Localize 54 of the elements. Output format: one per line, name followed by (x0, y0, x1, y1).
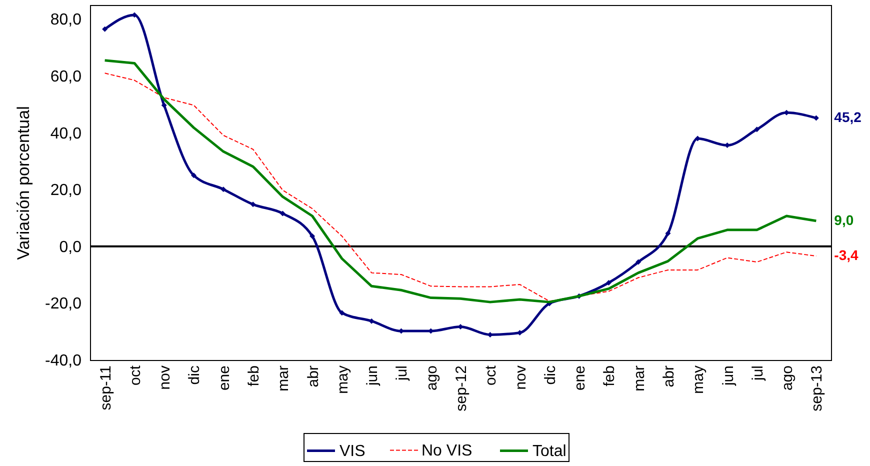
point (280, 210, 286, 216)
x-tick-label: jul (394, 366, 411, 382)
x-tick-label: oct (126, 364, 144, 386)
x-tick-label: dic (186, 365, 204, 385)
x-tick-label: oct (482, 364, 500, 386)
x-tick-label: ene (216, 366, 233, 391)
point (606, 280, 612, 286)
point (665, 230, 671, 236)
y-tick-label: -40,0 (45, 352, 82, 370)
x-tick-label: abr (660, 366, 678, 388)
y-tick-label: 0,0 (59, 238, 82, 256)
y-axis-title: Variación porcentual (14, 106, 34, 260)
x-tick-label: jul (749, 366, 766, 382)
x-tick-label: ago (423, 366, 440, 391)
point (754, 126, 760, 132)
point (191, 172, 196, 178)
point (102, 26, 108, 32)
x-tick-label: nov (156, 365, 174, 390)
data-label: -3,4 (834, 247, 859, 264)
y-tick-label: 80,0 (50, 12, 82, 29)
legend-label: No VIS (422, 442, 472, 460)
x-tick-label: sep-12 (453, 366, 470, 412)
y-tick-label: 60,0 (50, 68, 82, 86)
point (724, 142, 730, 148)
legend-label: VIS (340, 442, 366, 460)
point (310, 233, 316, 239)
point (517, 330, 523, 336)
data-label: 9,0 (834, 212, 854, 228)
x-tick-label: mar (630, 366, 648, 392)
x-tick-label: nov (512, 365, 530, 390)
point (368, 318, 374, 324)
x-tick-label: ago (779, 366, 796, 391)
x-tick-label: jun (364, 366, 382, 387)
point (339, 310, 345, 316)
data-label: 45,2 (834, 109, 862, 126)
legend-label: Total (532, 442, 566, 460)
y-tick-label: 40,0 (50, 125, 82, 142)
x-tick-label: may (690, 365, 708, 394)
x-tick-label: dic (542, 365, 559, 385)
x-tick-label: sep-13 (808, 366, 826, 412)
x-tick-label: sep-11 (97, 366, 114, 410)
y-tick-label: 20,0 (50, 182, 82, 200)
point (220, 186, 226, 192)
x-tick-label: feb (246, 366, 263, 386)
x-tick-label: may (334, 365, 352, 394)
x-tick-label: mar (275, 366, 292, 392)
point (161, 102, 167, 108)
y-tick-label: -20,0 (45, 296, 82, 313)
point (250, 202, 256, 208)
x-tick-label: abr (304, 366, 322, 388)
x-tick-label: ene (572, 366, 589, 391)
x-tick-label: feb (601, 366, 618, 386)
x-tick-label: jun (720, 366, 737, 387)
point (636, 259, 642, 265)
